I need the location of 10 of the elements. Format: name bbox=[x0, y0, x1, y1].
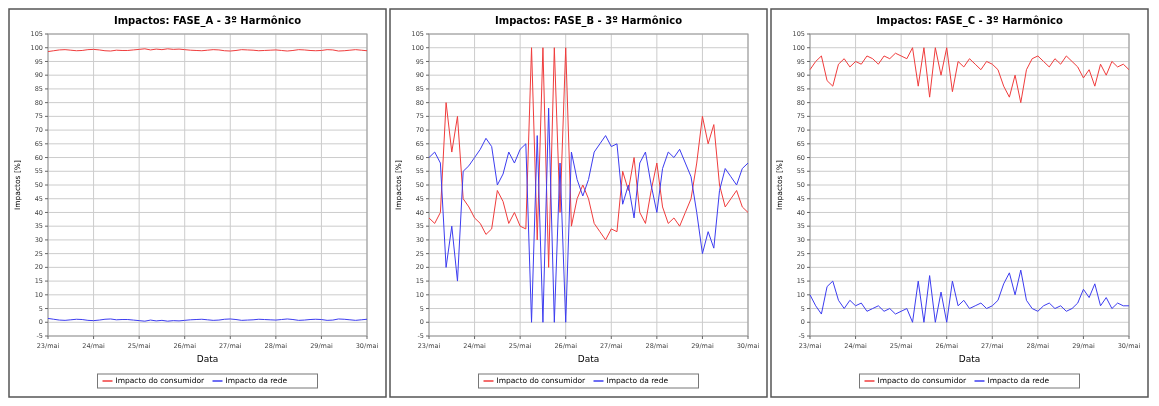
x-axis-title: Data bbox=[958, 354, 981, 364]
line-series bbox=[428, 47, 749, 268]
chart-title: Impactos: FASE_C - 3º Harmônico bbox=[876, 15, 1063, 27]
x-axis-title: Data bbox=[196, 354, 219, 364]
line-series bbox=[428, 107, 749, 323]
line-series bbox=[809, 47, 1130, 104]
chart-title: Impactos: FASE_B - 3º Harmônico bbox=[494, 15, 683, 27]
chart-title: Impactos: FASE_A - 3º Harmônico bbox=[113, 15, 302, 27]
line-series bbox=[809, 269, 1130, 323]
x-axis-title: Data bbox=[577, 354, 600, 364]
